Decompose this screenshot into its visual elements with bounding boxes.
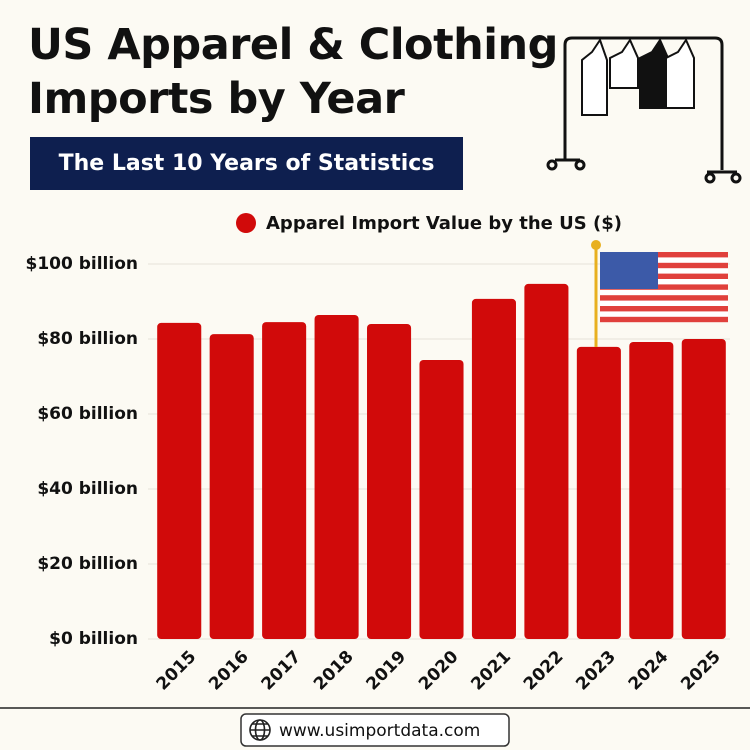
x-tick-label: 2019 (363, 647, 411, 695)
y-tick-label: $40 billion (37, 479, 138, 499)
bar (262, 322, 307, 639)
x-tick-label: 2021 (467, 647, 515, 695)
bar (209, 334, 254, 639)
y-tick-label: $20 billion (37, 554, 138, 574)
chart-title: US Apparel & Clothing Imports by Year (28, 20, 558, 124)
y-tick-label: $0 billion (49, 629, 138, 649)
bar (471, 298, 516, 639)
bar (367, 324, 412, 639)
bar (576, 346, 621, 639)
legend-swatch (236, 213, 256, 233)
legend-label: Apparel Import Value by the US ($) (266, 213, 622, 234)
y-tick-label: $60 billion (37, 404, 138, 424)
bar (314, 315, 359, 639)
x-tick-label: 2015 (153, 647, 201, 695)
bar (157, 322, 202, 639)
x-tick-label: 2023 (572, 647, 620, 695)
x-tick-label: 2017 (258, 647, 306, 695)
rack-illustration (546, 36, 742, 184)
bar (681, 339, 726, 639)
chart-subtitle: The Last 10 Years of Statistics (30, 137, 463, 190)
bar (419, 360, 464, 639)
x-tick-label: 2020 (415, 647, 463, 695)
x-tick-label: 2018 (310, 647, 358, 695)
footer-website: www.usimportdata.com (279, 721, 480, 741)
us-flag (591, 240, 728, 347)
x-tick-label: 2024 (625, 647, 673, 695)
x-tick-label: 2025 (677, 647, 725, 695)
globe-icon (249, 719, 271, 741)
y-tick-label: $80 billion (37, 329, 138, 349)
bar (524, 283, 569, 639)
y-tick-label: $100 billion (26, 254, 139, 274)
x-tick-label: 2022 (520, 647, 568, 695)
x-tick-label: 2016 (205, 647, 253, 695)
footer-box (240, 713, 510, 747)
plot: $0 billion $20 billion $40 billion $60 bill… (26, 213, 730, 695)
bar (629, 342, 674, 639)
